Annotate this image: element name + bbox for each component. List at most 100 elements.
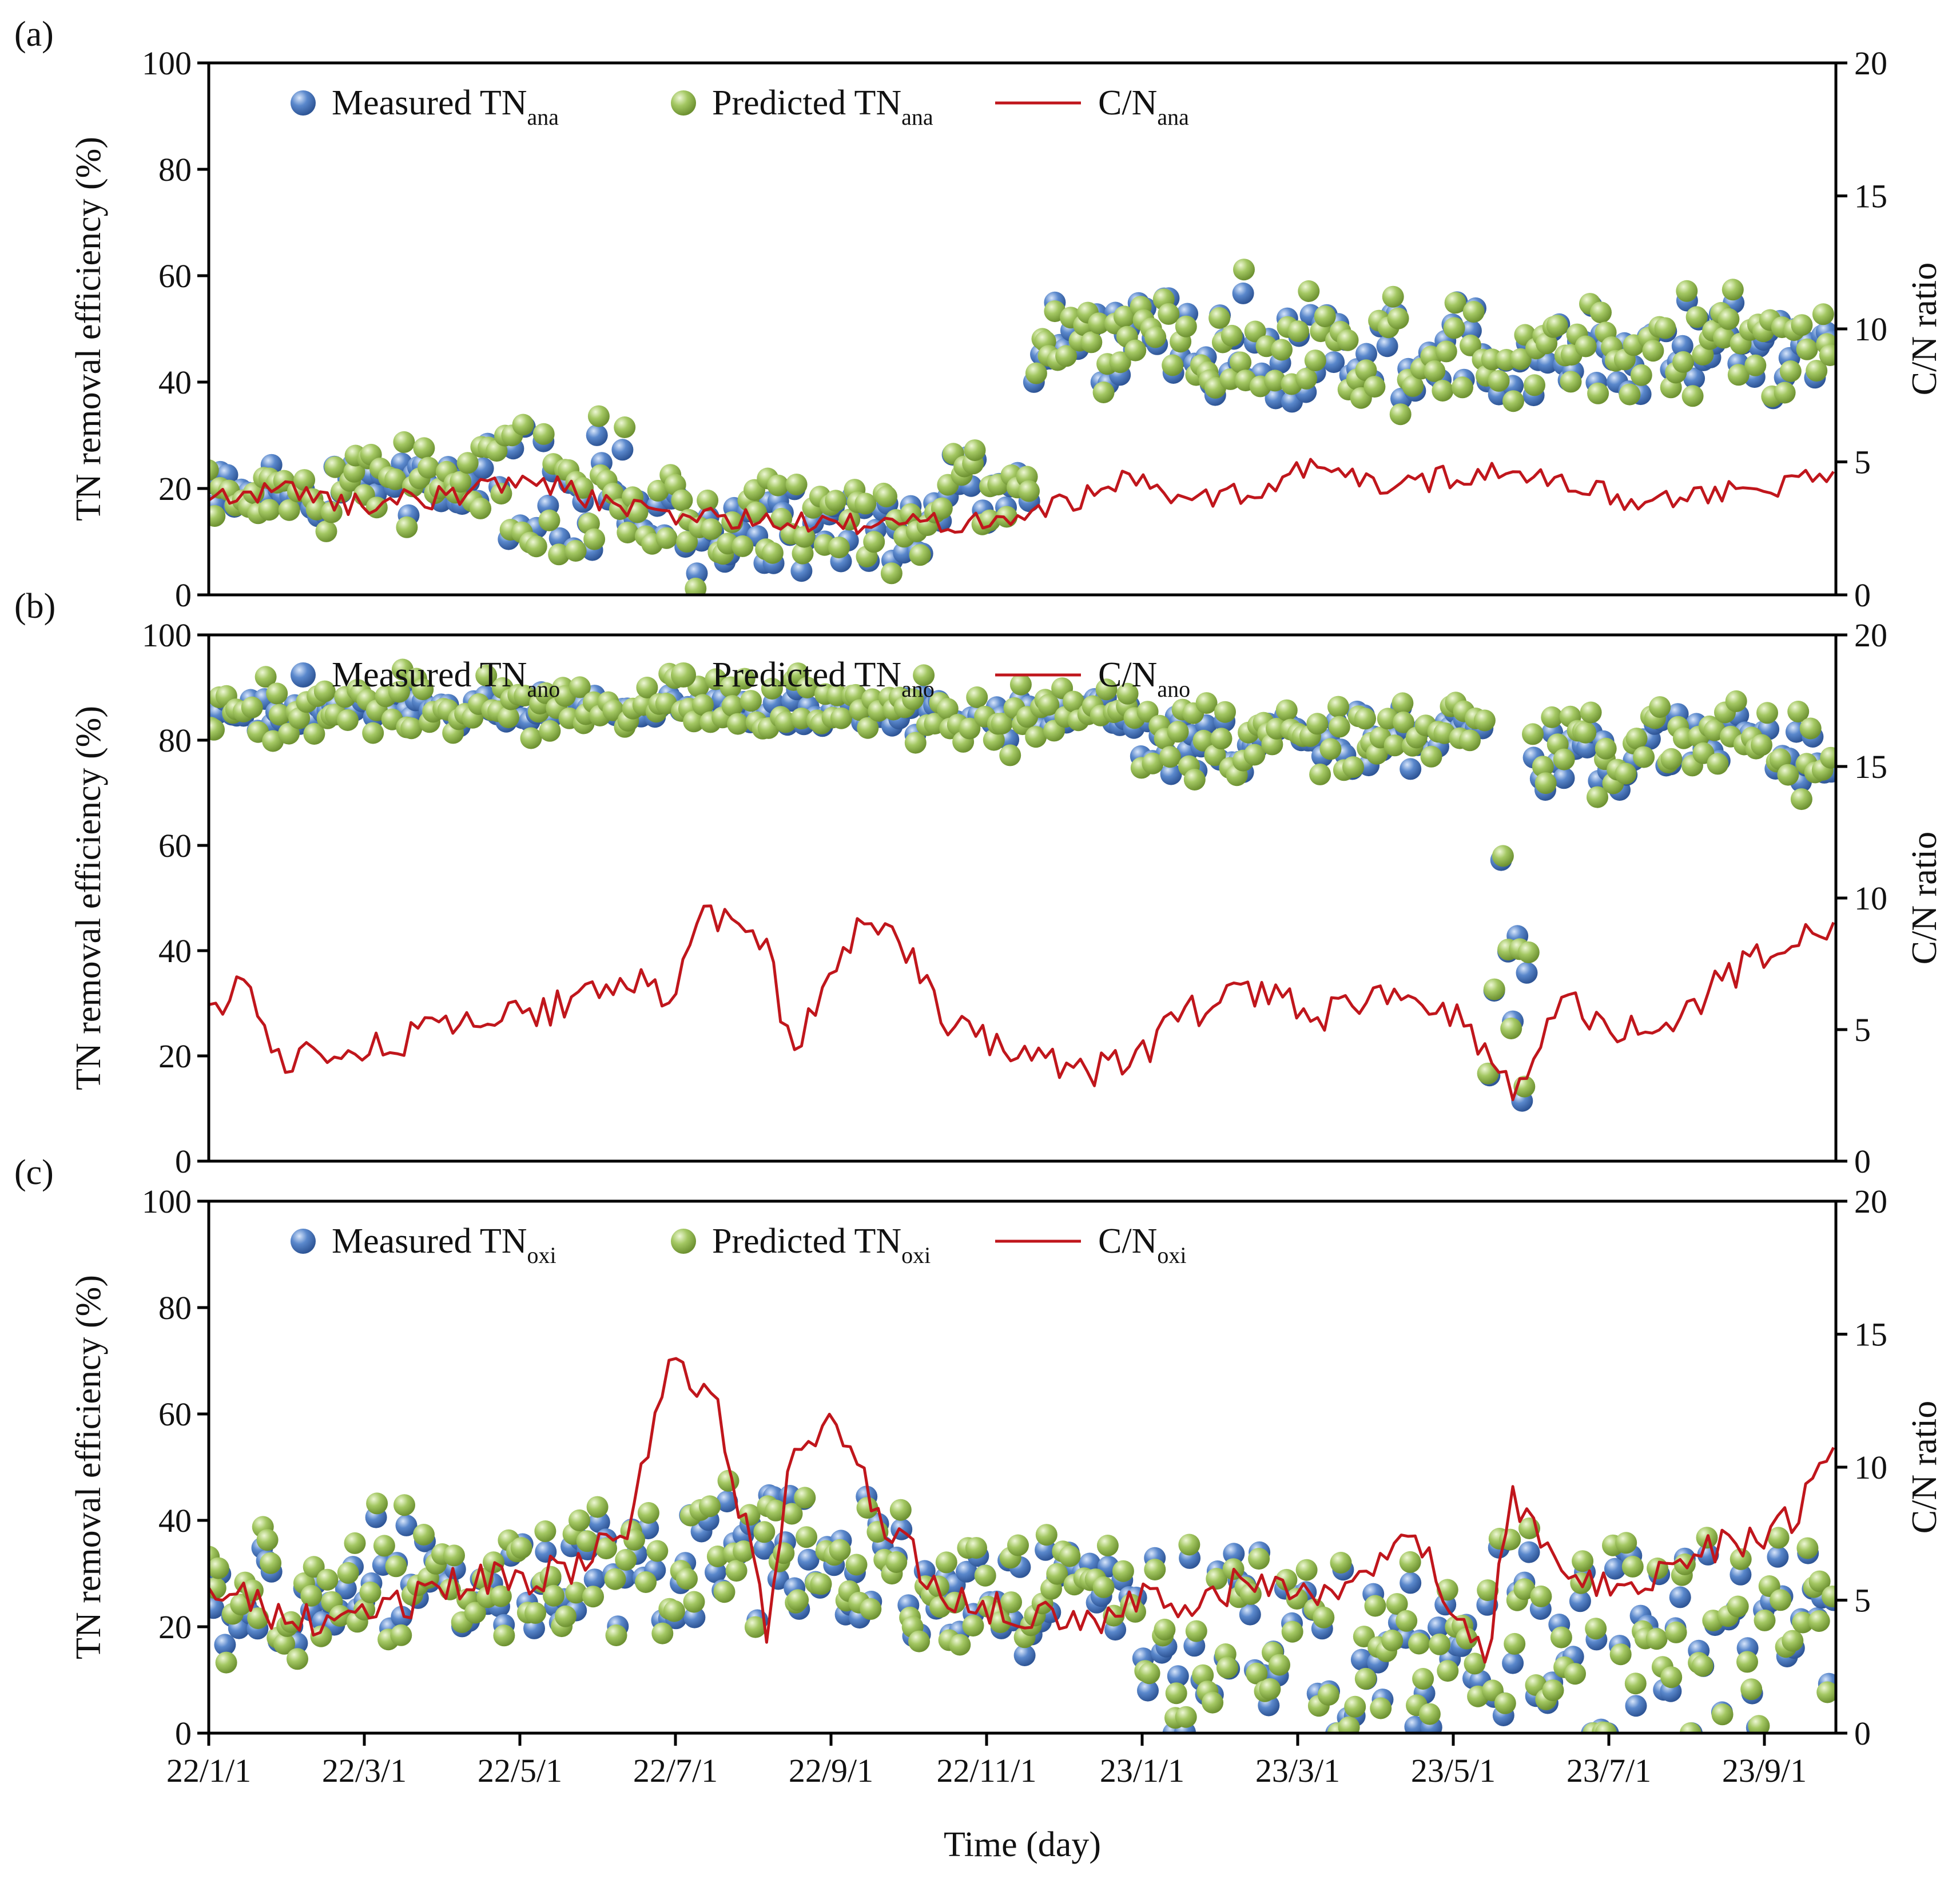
- predicted-point: [935, 1551, 957, 1574]
- y2-tick-label: 20: [1854, 617, 1887, 654]
- predicted-point: [1660, 748, 1683, 770]
- predicted-point: [1363, 376, 1386, 398]
- measured-point: [1323, 351, 1345, 374]
- predicted-point: [1691, 1655, 1713, 1677]
- predicted-point: [413, 1524, 435, 1546]
- predicted-point: [683, 1591, 705, 1613]
- plot-area: [209, 658, 1836, 1112]
- predicted-point: [761, 678, 783, 700]
- measured-point: [797, 1548, 820, 1571]
- legend-main-text: C/N: [1098, 84, 1157, 122]
- predicted-point: [209, 505, 226, 527]
- predicted-point: [524, 1602, 547, 1624]
- predicted-point: [1473, 709, 1496, 732]
- measured-point: [1232, 282, 1254, 304]
- predicted-point: [863, 531, 885, 553]
- predicted-point: [258, 499, 280, 521]
- y2-tick-label: 20: [1854, 45, 1887, 82]
- y2-tick-label: 20: [1854, 1183, 1887, 1220]
- predicted-point: [1183, 769, 1206, 790]
- y2-tick-label: 10: [1854, 1449, 1887, 1486]
- measured-series: [209, 678, 1836, 1112]
- predicted-point: [1609, 1643, 1632, 1666]
- predicted-point: [1025, 726, 1047, 748]
- predicted-point: [393, 1494, 415, 1516]
- legend: Measured TNoxi Predicted TNoxi C/Noxi: [291, 1222, 1186, 1268]
- predicted-point: [287, 1648, 308, 1670]
- predicted-point: [1787, 701, 1810, 722]
- predicted-point: [1165, 1682, 1187, 1705]
- predicted-point: [1243, 744, 1266, 766]
- cn-ratio-line: [209, 458, 1835, 535]
- y-tick-label: 0: [175, 1715, 192, 1752]
- measured-point: [705, 1561, 726, 1583]
- predicted-point: [1393, 711, 1414, 733]
- predicted-point: [733, 668, 756, 690]
- legend-entry-3: C/Nana: [1098, 84, 1189, 130]
- predicted-point: [1154, 1618, 1176, 1640]
- predicted-point: [1167, 721, 1189, 743]
- measured-point: [1167, 1665, 1189, 1687]
- predicted-point: [1756, 702, 1778, 724]
- plot-area: [209, 1357, 1836, 1733]
- predicted-point: [539, 1566, 562, 1588]
- predicted-point: [538, 509, 560, 531]
- predicted-point: [1736, 1651, 1758, 1673]
- predicted-point: [1429, 1633, 1451, 1655]
- predicted-point: [902, 688, 924, 710]
- predicted-point: [1509, 348, 1532, 370]
- plot-area: [209, 259, 1836, 595]
- predicted-point: [828, 537, 850, 559]
- measured-point: [1350, 1648, 1373, 1671]
- predicted-point: [1192, 729, 1215, 752]
- predicted-point: [1159, 746, 1181, 768]
- predicted-point: [278, 499, 300, 521]
- legend-predicted-marker: [671, 662, 696, 688]
- panel-3: 0 20 40 60 80 100 0 5 10 15 20 TN removal efficienc…: [14, 1153, 1944, 1752]
- predicted-point: [1819, 344, 1836, 366]
- predicted-point: [512, 414, 534, 436]
- predicted-point: [1513, 1578, 1536, 1600]
- predicted-point: [362, 722, 384, 744]
- predicted-point: [964, 439, 986, 462]
- predicted-point: [1386, 1593, 1408, 1615]
- y-tick-label: 80: [158, 1289, 192, 1326]
- predicted-point: [241, 696, 263, 718]
- predicted-point: [313, 680, 336, 702]
- legend-sub-text: oxi: [901, 1242, 931, 1268]
- predicted-point: [293, 469, 316, 491]
- y-tick-label: 20: [158, 1038, 192, 1075]
- predicted-point: [1707, 753, 1729, 775]
- predicted-point: [303, 1556, 325, 1578]
- predicted-point: [1382, 285, 1404, 308]
- predicted-point: [1175, 315, 1197, 337]
- legend-main-text: Measured TN: [332, 1222, 527, 1261]
- legend-main-text: C/N: [1098, 656, 1157, 694]
- predicted-point: [825, 490, 847, 512]
- legend-entry-2: Predicted TNano: [712, 656, 935, 702]
- predicted-point: [885, 1551, 908, 1573]
- measured-point: [1160, 763, 1182, 785]
- predicted-point: [1124, 339, 1147, 362]
- predicted-point: [974, 1564, 996, 1587]
- predicted-point: [1530, 1585, 1552, 1607]
- predicted-point: [979, 509, 1001, 531]
- predicted-point: [792, 542, 814, 565]
- predicted-point: [1286, 1588, 1308, 1610]
- predicted-point: [1092, 382, 1115, 403]
- predicted-point: [1046, 1563, 1068, 1585]
- predicted-point: [324, 456, 346, 478]
- predicted-point: [1366, 742, 1388, 765]
- x-tick-label: 22/11/1: [936, 1752, 1036, 1789]
- measured-point: [1013, 1644, 1036, 1666]
- predicted-point: [767, 474, 789, 496]
- predicted-point: [337, 709, 359, 731]
- predicted-point: [388, 681, 410, 703]
- legend-measured-marker: [291, 90, 316, 116]
- predicted-point: [1806, 360, 1828, 382]
- predicted-point: [396, 516, 418, 538]
- x-tick-label: 22/1/1: [166, 1752, 251, 1789]
- legend-entry-1: Measured TNoxi: [332, 1222, 556, 1268]
- cn-ratio-line: [209, 1357, 1835, 1664]
- predicted-point: [1295, 1559, 1318, 1581]
